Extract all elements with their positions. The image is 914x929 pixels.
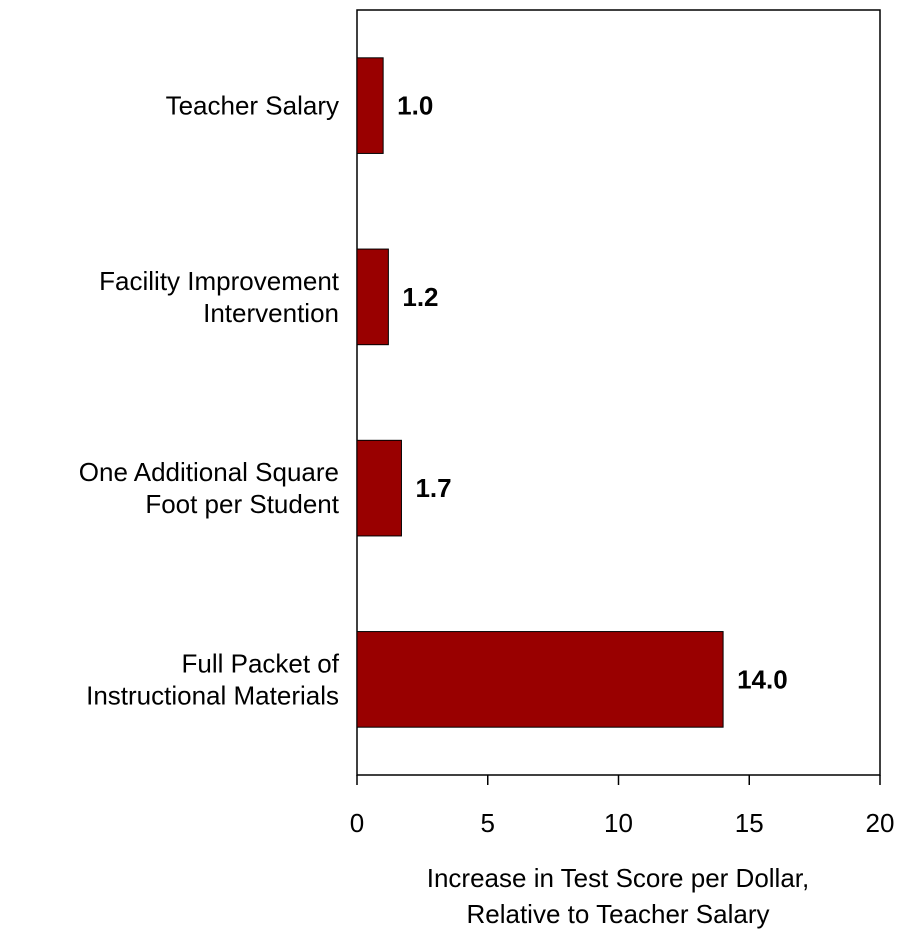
bar	[356, 57, 384, 154]
value-label: 1.7	[415, 473, 451, 503]
y-tick-label: Teacher Salary	[166, 91, 339, 121]
value-label: 1.2	[402, 282, 438, 312]
y-tick-label: Facility Improvement	[99, 266, 340, 296]
y-tick-label: Foot per Student	[145, 489, 339, 519]
y-tick-label: Full Packet of	[181, 648, 339, 678]
x-tick-label: 20	[866, 808, 895, 838]
bar	[356, 439, 402, 537]
x-tick-label: 10	[604, 808, 633, 838]
x-axis-label: Increase in Test Score per Dollar,	[427, 863, 809, 893]
y-tick-label: Intervention	[203, 298, 339, 328]
x-tick-label: 5	[481, 808, 495, 838]
bar	[356, 631, 724, 728]
y-tick-label: Instructional Materials	[86, 680, 339, 710]
x-tick-label: 0	[350, 808, 364, 838]
value-label: 1.0	[397, 91, 433, 121]
value-label: 14.0	[737, 664, 788, 694]
y-tick-label: One Additional Square	[79, 457, 339, 487]
bar	[356, 248, 389, 346]
x-axis-label: Relative to Teacher Salary	[466, 899, 769, 929]
x-tick-label: 15	[735, 808, 764, 838]
